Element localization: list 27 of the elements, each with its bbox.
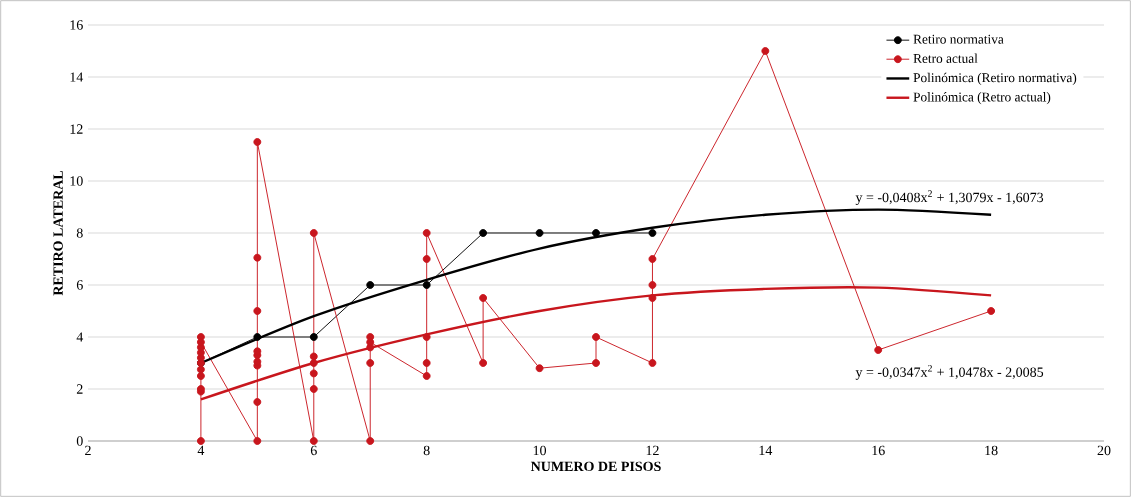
x-tick-label: 12 [646,445,659,455]
annotation: y = -0,0347x$^{2}$ + 1,0478x - 2,0085 [855,364,1044,380]
x-tick-label: 6 [310,445,317,456]
y-tick-label: 4 [76,332,84,342]
annotation: y = -0,0408x$^{2}$ + 1,3079x - 1,6073 [855,190,1044,206]
y-tick-label: 8 [76,228,83,238]
y-tick-label: 2 [76,384,83,394]
y-tick-label: 16 [70,20,83,30]
legend-label: Polinómica (Retiro normativa) [913,72,1077,85]
legend-label: Retiro normativa [913,34,1004,44]
x-tick-label: 14 [759,445,773,455]
y-tick-label: 0 [76,436,83,446]
x-tick-label: 4 [197,445,205,455]
y-tick-label: 12 [70,124,83,134]
x-tick-label: 10 [533,445,547,456]
x-tick-label: 18 [985,445,998,456]
x-tick-label: 16 [872,445,885,456]
x-axis-title: NUMERO DE PISOS [530,461,661,472]
y-tick-label: 10 [70,176,83,186]
y-axis-title: RETIRO LATERAL [53,170,63,296]
y-tick-label: 14 [70,72,84,82]
x-tick-label: 20 [1097,445,1111,456]
x-tick-label: 2 [85,445,91,455]
y-tick-label: 6 [76,280,83,290]
legend-label: Polinómica (Retro actual) [913,92,1051,105]
x-tick-label: 8 [423,445,430,456]
legend-label: Retro actual [913,53,978,63]
